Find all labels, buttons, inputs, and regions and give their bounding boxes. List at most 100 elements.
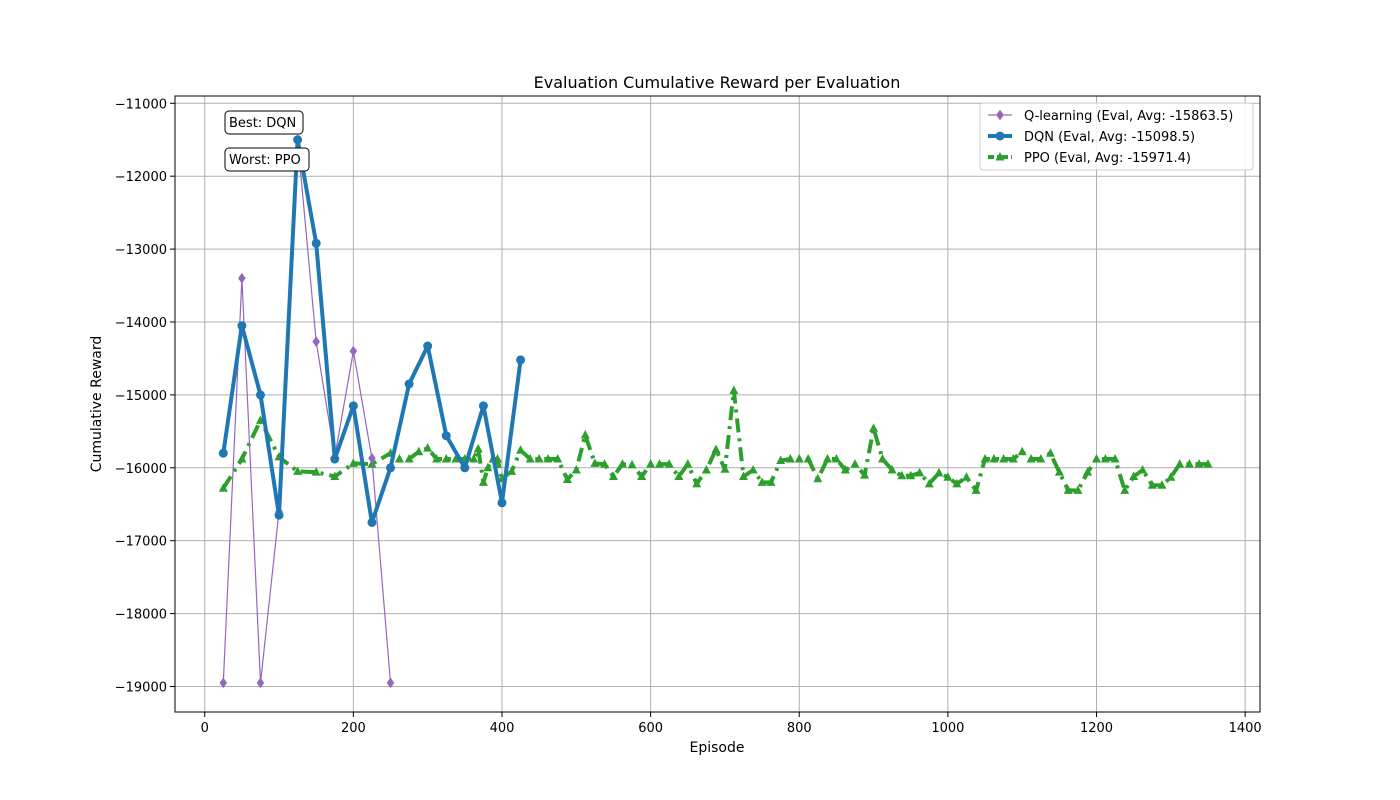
y-tick-label: −16000 [115,462,167,477]
data-point [423,341,433,351]
data-point [729,385,739,395]
data-point [1129,471,1139,481]
data-point [692,478,702,488]
data-point [1045,448,1055,457]
data-point [238,272,246,284]
annotation-worst: Worst: PPO [224,147,310,172]
data-point [516,355,526,365]
legend-label: PPO (Eval, Avg: -15971.4) [1024,151,1191,166]
data-point [218,448,228,458]
data-point [813,473,823,483]
legend-marker [995,131,1005,141]
data-point [655,459,665,468]
data-point [237,454,247,463]
data-point [1147,480,1157,489]
data-point [580,429,590,439]
data-point [274,510,284,520]
axis-ticks: 0 200 400 600 800 1000 1200 1400 −19000 −18000 −17… [115,97,1262,736]
data-point [478,477,488,486]
data-point [934,467,944,477]
data-point [311,238,321,248]
data-point [887,464,897,474]
data-point [469,454,479,463]
data-point [1166,472,1176,481]
data-point [404,379,414,389]
data-point [404,454,414,463]
data-point [1100,454,1110,463]
data-point [483,462,493,472]
data-point [386,677,395,689]
data-point [543,454,553,463]
data-point [330,471,340,481]
data-point [1083,467,1093,476]
annotation-best-text: Best: DQN [229,116,296,131]
data-point [757,477,767,486]
data-point [1054,467,1064,476]
data-point [627,459,637,469]
data-point [711,444,721,454]
legend-label: Q-learning (Eval, Avg: -15863.5) [1024,109,1233,124]
data-point [349,345,358,357]
grid-lines [175,96,1260,712]
annotation-best: Best: DQN [224,110,304,135]
x-tick-label: 200 [341,721,366,736]
data-point [1063,485,1073,494]
legend-marker [996,109,1004,121]
plot-area-frame [174,95,1261,713]
y-tick-label: −17000 [115,535,167,550]
y-tick-label: −13000 [115,243,167,258]
data-point [1175,459,1185,468]
data-point [255,390,265,400]
data-point [637,471,647,481]
series-layer [218,134,1213,689]
data-point [646,459,656,468]
data-point [590,458,600,467]
data-point [664,459,674,468]
x-tick-label: 400 [490,721,515,736]
data-point [451,454,461,463]
data-point [293,135,303,145]
data-point [739,471,749,481]
data-point [906,470,916,480]
data-point [831,454,841,463]
data-point [989,454,999,463]
data-point [1203,459,1213,468]
data-point [1008,454,1018,463]
data-point [785,454,795,463]
data-point [794,454,804,463]
data-point [219,677,228,689]
data-point [683,459,693,468]
data-point [850,459,860,468]
data-point [497,498,507,508]
series-line [222,139,392,684]
data-point [367,517,377,527]
data-point [999,454,1009,463]
data-point [237,321,247,331]
data-point [311,467,321,476]
legend: Q-learning (Eval, Avg: -15863.5) DQN (Eva… [979,102,1254,171]
data-point [293,466,303,475]
data-point [980,454,990,463]
data-point [330,454,340,464]
data-point [478,401,488,411]
data-point [720,464,730,473]
data-point [1036,454,1046,463]
data-point [525,454,535,463]
data-point [571,464,581,474]
data-point [961,472,971,481]
data-point [803,454,813,463]
data-point [516,445,526,454]
data-point [507,466,517,475]
y-axis-label: Cumulative Reward [89,336,105,473]
data-point [971,485,981,494]
y-tick-label: −18000 [115,608,167,623]
data-point [1138,464,1148,474]
data-point [423,443,433,452]
data-point [748,464,758,474]
data-point [766,477,776,486]
data-point [1092,454,1102,463]
data-point [897,470,907,480]
data-point [414,446,424,456]
